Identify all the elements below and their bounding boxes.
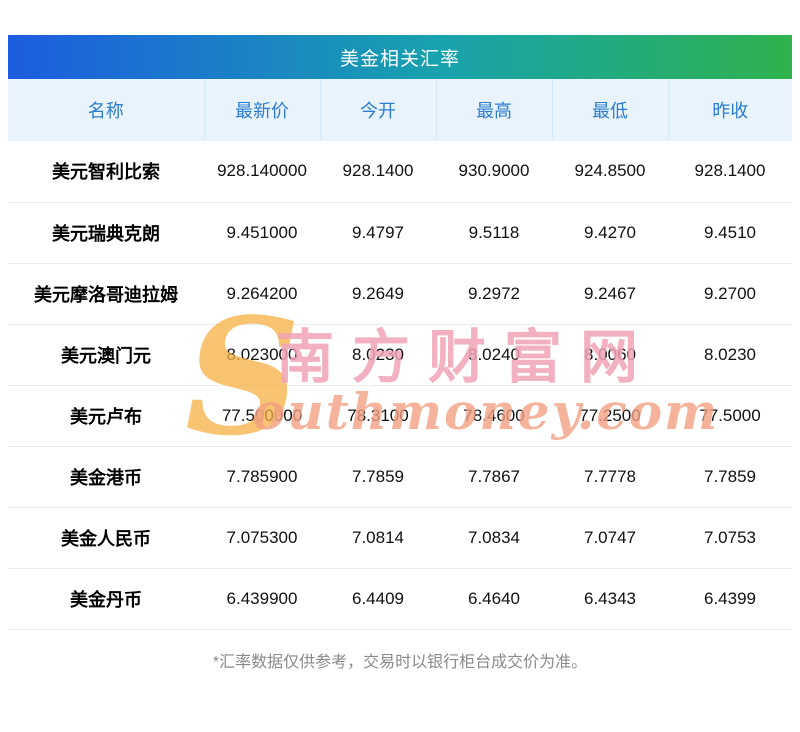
column-header: 昨收: [667, 79, 792, 141]
rate-value-cell: 6.4399: [668, 568, 792, 630]
rate-value-cell: 924.8500: [552, 141, 668, 203]
rate-value-cell: 7.0753: [668, 507, 792, 569]
rate-value-cell: 9.264200: [204, 263, 320, 325]
rate-value-cell: 78.4600: [436, 385, 552, 447]
rate-value-cell: 8.0060: [552, 324, 668, 386]
rate-value-cell: 928.140000: [204, 141, 320, 203]
rate-value-cell: 7.0834: [436, 507, 552, 569]
rate-value-cell: 77.2500: [552, 385, 668, 447]
rate-value-cell: 7.7867: [436, 446, 552, 508]
column-header: 最新价: [203, 79, 320, 141]
pair-name-cell: 美元摩洛哥迪拉姆: [8, 263, 204, 325]
table-row: 美元瑞典克朗 9.451000 9.4797 9.5118 9.4270 9.4510: [8, 202, 792, 264]
column-header: 今开: [319, 79, 436, 141]
rate-value-cell: 9.4510: [668, 202, 792, 264]
pair-name-cell: 美金人民币: [8, 507, 204, 569]
column-header: 最高: [435, 79, 552, 141]
rate-value-cell: 78.3100: [320, 385, 436, 447]
rates-page: 美金相关汇率 名称 最新价 今开 最高 最低 昨收 美元智利比索 928.140000 928…: [8, 35, 792, 672]
table-title-bar: 美金相关汇率: [8, 35, 792, 79]
pair-name-cell: 美金丹币: [8, 568, 204, 630]
rate-value-cell: 6.4409: [320, 568, 436, 630]
rate-value-cell: 6.439900: [204, 568, 320, 630]
rate-value-cell: 7.785900: [204, 446, 320, 508]
rate-value-cell: 6.4343: [552, 568, 668, 630]
pair-name-cell: 美金港币: [8, 446, 204, 508]
pair-name-cell: 美元卢布: [8, 385, 204, 447]
pair-name-cell: 美元智利比索: [8, 141, 204, 203]
rate-value-cell: 8.023000: [204, 324, 320, 386]
rate-value-cell: 9.451000: [204, 202, 320, 264]
pair-name-cell: 美元澳门元: [8, 324, 204, 386]
rate-value-cell: 9.2972: [436, 263, 552, 325]
disclaimer-note: *汇率数据仅供参考，交易时以银行柜台成交价为准。: [212, 653, 588, 671]
rate-value-cell: 9.2700: [668, 263, 792, 325]
header-row: 名称 最新价 今开 最高 最低 昨收: [8, 79, 792, 141]
table-row: 美元卢布 77.500000 78.3100 78.4600 77.2500 77.500…: [8, 385, 792, 447]
rate-value-cell: 9.4270: [552, 202, 668, 264]
rate-value-cell: 7.0747: [552, 507, 668, 569]
column-header: 名称: [8, 79, 204, 141]
rate-value-cell: 8.0240: [436, 324, 552, 386]
rate-value-cell: 7.075300: [204, 507, 320, 569]
rate-value-cell: 930.9000: [436, 141, 552, 203]
rate-value-cell: 9.5118: [436, 202, 552, 264]
rate-value-cell: 928.1400: [320, 141, 436, 203]
rate-value-cell: 77.500000: [204, 385, 320, 447]
rate-value-cell: 7.0814: [320, 507, 436, 569]
table-row: 美元摩洛哥迪拉姆 9.264200 9.2649 9.2972 9.2467 9.2700: [8, 263, 792, 325]
rate-table-body: 美元智利比索 928.140000 928.1400 930.9000 924.8500…: [8, 141, 792, 630]
rate-value-cell: 9.2467: [552, 263, 668, 325]
rate-table: 名称 最新价 今开 最高 最低 昨收 美元智利比索 928.140000 928.1400 93…: [8, 79, 792, 630]
rate-value-cell: 7.7778: [552, 446, 668, 508]
rate-value-cell: 7.7859: [320, 446, 436, 508]
rate-value-cell: 8.0230: [668, 324, 792, 386]
table-row: 美金丹币 6.439900 6.4409 6.4640 6.4343 6.4399: [8, 568, 792, 630]
table-row: 美金人民币 7.075300 7.0814 7.0834 7.0747 7.0753: [8, 507, 792, 569]
rate-value-cell: 8.0230: [320, 324, 436, 386]
rate-value-cell: 9.2649: [320, 263, 436, 325]
rate-value-cell: 928.1400: [668, 141, 792, 203]
column-header: 最低: [551, 79, 668, 141]
rate-value-cell: 77.5000: [668, 385, 792, 447]
table-row: 美金港币 7.785900 7.7859 7.7867 7.7778 7.7859: [8, 446, 792, 508]
table-title: 美金相关汇率: [339, 48, 460, 70]
rate-value-cell: 9.4797: [320, 202, 436, 264]
rate-value-cell: 6.4640: [436, 568, 552, 630]
table-row: 美元智利比索 928.140000 928.1400 930.9000 924.8500…: [8, 141, 792, 203]
table-row: 美元澳门元 8.023000 8.0230 8.0240 8.0060 8.0230: [8, 324, 792, 386]
pair-name-cell: 美元瑞典克朗: [8, 202, 204, 264]
rate-value-cell: 7.7859: [668, 446, 792, 508]
